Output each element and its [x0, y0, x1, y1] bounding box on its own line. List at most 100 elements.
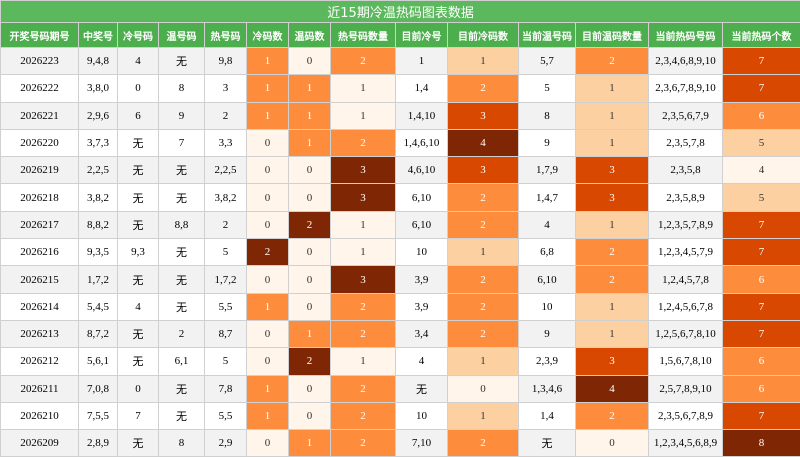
table-row: 2026217 8,8,2 无 8,8 2 0 2 1 6,10 2 4 1 1,2,3,5,7,8,9… [0, 210, 800, 240]
heat-cell: 2 [447, 183, 519, 212]
heat-cell: 2 [575, 238, 649, 267]
heat-cell: 1 [246, 74, 289, 103]
heat-cell: 1 [575, 319, 649, 349]
cell: 3,9 [395, 292, 448, 321]
cell: 2,3,5,7,8 [648, 128, 723, 158]
table-row: 2026223 9,4,8 4 无 9,8 1 0 2 1 1 5,7 2 2,3,4,6,8,9,10… [0, 46, 800, 76]
cell: 2,3,6,7,8,9,10 [648, 74, 723, 103]
cell: 5,7 [518, 46, 576, 76]
heat-cell: 0 [575, 429, 649, 457]
heat-cell: 2 [330, 319, 396, 349]
cell: 1,2,3,5,7,8,9 [648, 210, 723, 240]
heat-cell: 1 [447, 401, 519, 431]
heat-cell: 6 [721, 374, 800, 403]
heat-cell: 7 [721, 319, 800, 349]
heat-cell: 0 [246, 183, 289, 212]
heat-cell: 1 [288, 319, 331, 349]
cell: 3,8,2 [204, 183, 247, 212]
cell: 2026210 [0, 401, 79, 431]
cell: 2 [158, 319, 205, 349]
heat-cell: 0 [288, 265, 331, 294]
cell: 8,7 [204, 319, 247, 349]
cell: 无 [117, 210, 159, 240]
heat-cell: 5 [721, 183, 800, 212]
column-header: 目前冷号 [395, 22, 448, 48]
heat-cell: 1 [575, 292, 649, 321]
cell: 1,4,6,10 [395, 128, 448, 158]
cell: 9 [518, 128, 576, 158]
cell: 1,7,2 [78, 265, 118, 294]
heat-cell: 3 [447, 156, 519, 185]
cell: 7,10 [395, 429, 448, 457]
cell: 4,6,10 [395, 156, 448, 185]
heat-cell: 0 [246, 319, 289, 349]
heat-cell: 1 [575, 74, 649, 103]
heat-cell: 4 [721, 156, 800, 185]
cell: 1 [395, 46, 448, 76]
heat-cell: 3 [330, 183, 396, 212]
cell: 2026213 [0, 319, 79, 349]
cell: 7 [158, 128, 205, 158]
cell: 2026219 [0, 156, 79, 185]
cell: 无 [158, 183, 205, 212]
cell: 无 [158, 156, 205, 185]
cell: 1,2,4,5,6,7,8 [648, 292, 723, 321]
heat-cell: 1 [447, 347, 519, 376]
table-row: 2026222 3,8,0 0 8 3 1 1 1 1,4 2 5 1 2,3,6,7,8,9,10 7 [0, 74, 800, 103]
cell: 2026211 [0, 374, 79, 403]
table-row: 2026218 3,8,2 无无 3,8,2 0 0 3 6,10 2 1,4,7 3 2,3,5,8… [0, 183, 800, 212]
heat-cell: 1 [575, 210, 649, 240]
heat-cell: 2 [447, 74, 519, 103]
heat-cell: 3 [330, 265, 396, 294]
cell: 0 [117, 74, 159, 103]
cell: 8 [158, 74, 205, 103]
heat-cell: 8 [721, 429, 800, 457]
heat-cell: 2 [575, 401, 649, 431]
cell: 7,0,8 [78, 374, 118, 403]
cell: 2,2,5 [78, 156, 118, 185]
cell: 1,4,10 [395, 101, 448, 130]
cell: 2,5,7,8,9,10 [648, 374, 723, 403]
cell: 7 [117, 401, 159, 431]
cell: 2 [204, 210, 247, 240]
table-row: 2026221 2,9,6 6 9 2 1 1 1 1,4,10 3 8 1 2,3,5,6,7,9 6 [0, 101, 800, 130]
cell: 3,8,2 [78, 183, 118, 212]
cell: 无 [395, 374, 448, 403]
cell: 10 [395, 238, 448, 267]
cell: 7,8 [204, 374, 247, 403]
cell: 6,10 [518, 265, 576, 294]
cell: 2,3,9 [518, 347, 576, 376]
heat-cell: 1 [330, 74, 396, 103]
heat-cell: 3 [575, 183, 649, 212]
heat-cell: 1 [246, 101, 289, 130]
heat-cell: 0 [288, 401, 331, 431]
heat-cell: 1 [330, 210, 396, 240]
heat-cell: 2 [330, 401, 396, 431]
cell: 6,10 [395, 210, 448, 240]
heat-cell: 2 [330, 429, 396, 457]
heat-cell: 2 [575, 46, 649, 76]
column-header: 中奖号 [78, 22, 118, 48]
cell: 10 [518, 292, 576, 321]
heat-cell: 2 [575, 265, 649, 294]
cell: 5,6,1 [78, 347, 118, 376]
cell: 无 [117, 128, 159, 158]
heat-cell: 2 [447, 319, 519, 349]
heat-cell: 4 [447, 128, 519, 158]
cell: 0 [117, 374, 159, 403]
cell: 2026222 [0, 74, 79, 103]
table-row: 2026214 5,4,5 4 无 5,5 1 0 2 3,9 2 10 1 1,2,4,5,6,7,8… [0, 292, 800, 321]
cell: 1,4 [395, 74, 448, 103]
cell: 2,3,5,6,7,9 [648, 101, 723, 130]
cell: 2,8,9 [78, 429, 118, 457]
heat-cell: 6 [721, 101, 800, 130]
cell: 2,3,5,6,7,8,9 [648, 401, 723, 431]
cell: 2,9 [204, 429, 247, 457]
cell: 7,5,5 [78, 401, 118, 431]
heat-cell: 3 [575, 156, 649, 185]
heat-cell: 2 [330, 46, 396, 76]
table-row: 2026220 3,7,3 无 7 3,3 0 1 2 1,4,6,10 4 9 1 2,3,5,7,8… [0, 128, 800, 158]
heat-cell: 1 [288, 128, 331, 158]
cell: 无 [518, 429, 576, 457]
